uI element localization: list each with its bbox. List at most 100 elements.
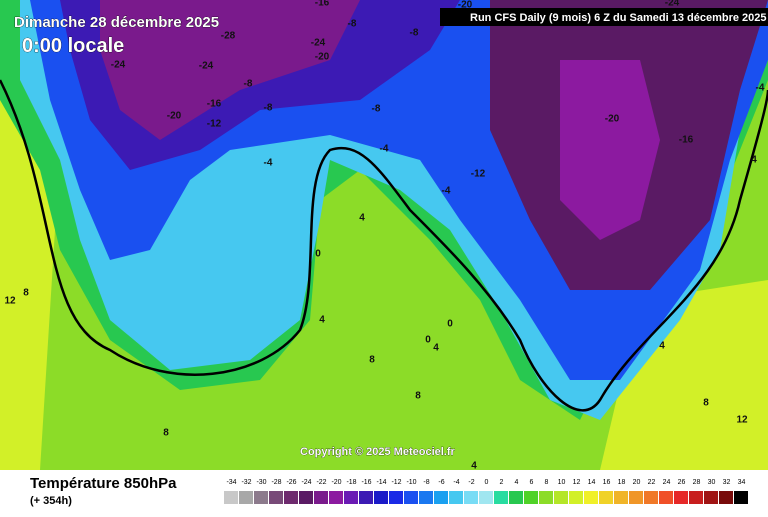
legend-swatch	[599, 491, 613, 504]
legend-label: -4	[453, 479, 459, 486]
run-banner	[440, 8, 768, 26]
contour-label: -8	[410, 28, 419, 39]
contour-label: 12	[4, 296, 16, 307]
legend-label: 8	[545, 479, 549, 486]
contour-label: -24	[311, 38, 326, 49]
legend-label: -30	[256, 479, 266, 486]
legend-label: -26	[286, 479, 296, 486]
legend-swatch	[584, 491, 598, 504]
contour-label: -28	[221, 31, 236, 42]
legend-swatch	[449, 491, 463, 504]
legend-swatch	[479, 491, 493, 504]
contour-label: 8	[369, 355, 375, 366]
legend-label: -28	[271, 479, 281, 486]
contour-label: -20	[605, 114, 620, 125]
legend-swatch	[299, 491, 313, 504]
legend-label: 12	[573, 479, 581, 486]
legend-swatch	[689, 491, 703, 504]
legend-swatch	[509, 491, 523, 504]
contour-label: -24	[199, 61, 214, 72]
legend-swatch	[569, 491, 583, 504]
legend-label: 24	[663, 479, 671, 486]
legend-swatch	[239, 491, 253, 504]
legend-swatch	[524, 491, 538, 504]
legend-label: 26	[678, 479, 686, 486]
legend-swatch	[374, 491, 388, 504]
legend-label: 16	[603, 479, 611, 486]
contour-label: -12	[471, 169, 486, 180]
legend-label: -20	[331, 479, 341, 486]
legend-swatch	[419, 491, 433, 504]
contour-label: -24	[111, 60, 126, 71]
legend-label: 14	[588, 479, 596, 486]
legend-swatch	[389, 491, 403, 504]
legend-swatch	[659, 491, 673, 504]
legend-swatch	[644, 491, 658, 504]
contour-label: -16	[207, 99, 222, 110]
legend-label: 30	[708, 479, 716, 486]
legend-label: 4	[515, 479, 519, 486]
contour-label: -16	[679, 135, 694, 146]
legend-swatch	[464, 491, 478, 504]
legend-swatch	[329, 491, 343, 504]
legend-label: -34	[226, 479, 236, 486]
contour-label: -4	[380, 144, 389, 155]
legend-swatch	[404, 491, 418, 504]
legend-swatch	[344, 491, 358, 504]
legend-swatch	[269, 491, 283, 504]
legend-label: 22	[648, 479, 656, 486]
legend-label: 10	[558, 479, 566, 486]
contour-label: -4	[264, 158, 273, 169]
legend-label: 2	[500, 479, 504, 486]
legend-label: 20	[633, 479, 641, 486]
legend-label: -16	[361, 479, 371, 486]
legend-label: -18	[346, 479, 356, 486]
legend-swatch	[359, 491, 373, 504]
legend-label: 0	[485, 479, 489, 486]
footer-lead: (+ 354h)	[30, 495, 72, 507]
contour-label: -16	[315, 0, 330, 9]
date-label: Dimanche 28 décembre 2025	[14, 14, 219, 31]
legend-swatch	[554, 491, 568, 504]
legend-swatch	[224, 491, 238, 504]
legend-swatch	[734, 491, 748, 504]
contour-label: -4	[756, 83, 765, 94]
legend-label: 32	[723, 479, 731, 486]
contour-label: -8	[372, 104, 381, 115]
legend-swatch	[314, 491, 328, 504]
legend-swatch	[434, 491, 448, 504]
contour-label: -4	[442, 186, 451, 197]
footer-title: Température 850hPa	[30, 475, 177, 492]
copyright: Copyright © 2025 Meteociel.fr	[300, 446, 456, 458]
legend-swatch	[629, 491, 643, 504]
legend-swatch	[614, 491, 628, 504]
legend-swatch	[719, 491, 733, 504]
contour-label: 8	[415, 391, 421, 402]
legend-swatch	[674, 491, 688, 504]
legend-swatch	[704, 491, 718, 504]
legend-label: 28	[693, 479, 701, 486]
legend-label: -6	[438, 479, 444, 486]
contour-label: 0	[425, 335, 431, 346]
contour-label: 0	[447, 319, 453, 330]
legend-swatch	[254, 491, 268, 504]
legend-swatch	[284, 491, 298, 504]
contour-label: 4	[359, 213, 365, 224]
contour-label: 4	[751, 155, 757, 166]
contour-label: 4	[319, 315, 325, 326]
legend-swatch	[494, 491, 508, 504]
run-label: Run CFS Daily (9 mois) 6 Z du Samedi 13 …	[470, 12, 767, 24]
time-label: 0:00 locale	[22, 35, 124, 57]
legend-label: 34	[738, 479, 746, 486]
coldest-area	[560, 60, 660, 240]
legend-label: -8	[423, 479, 429, 486]
contour-label: 0	[315, 249, 321, 260]
zero-isotherm	[0, 79, 768, 412]
contour-label: -20	[167, 111, 182, 122]
contour-label: -8	[264, 103, 273, 114]
contour-label: 4	[659, 341, 665, 352]
contour-label: 4	[471, 461, 477, 472]
contour-label: -8	[348, 19, 357, 30]
legend-label: -2	[468, 479, 474, 486]
